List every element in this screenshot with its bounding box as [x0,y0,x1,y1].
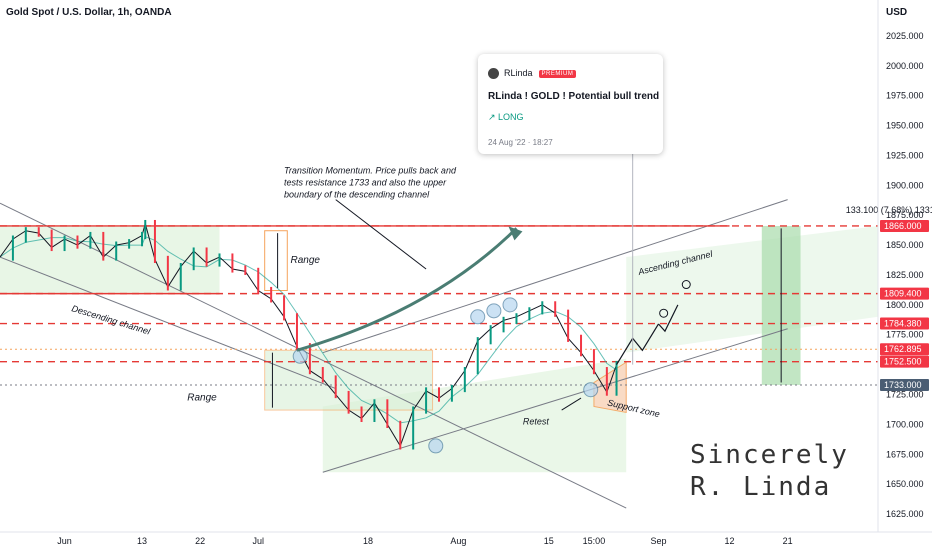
signature: Sincerely R. Linda [690,440,849,502]
descending-channel-upper [0,202,627,509]
y-tick-label: 2000.000 [886,61,924,71]
idea-date: 24 Aug '22 · 18:27 [488,138,553,147]
level-label: 1866.000 [884,221,922,231]
x-tick-label: 15:00 [583,536,606,546]
direction-label: LONG [498,112,524,122]
touch-point-marker [428,438,444,454]
level-label-bg [880,343,929,356]
momentum-arrow-head [508,226,523,241]
level-label: 1809.400 [884,289,922,299]
x-tick-label: Aug [450,536,466,546]
level-label: 1784.380 [884,319,922,329]
target-crosshair-icon [659,308,669,318]
x-tick-label: Sep [650,536,666,546]
signature-line-1: Sincerely [690,440,849,470]
x-tick-label: 22 [195,536,205,546]
projection-path-2 [658,304,679,333]
retest-pointer [561,397,582,411]
y-tick-label: 1800.000 [886,300,924,310]
channels-layer [0,199,788,509]
y-tick-label: 1975.000 [886,91,924,101]
idea-direction: ↗ LONG [488,112,524,123]
annotation-label: 133.100 (7.68%) 13310.0 [846,205,932,215]
y-tick-label: 1725.000 [886,390,924,400]
annotation-label: Transition Momentum. Price pulls back an… [284,165,457,175]
y-tick-label: 1925.000 [886,150,924,160]
x-tick-label: 21 [783,536,793,546]
touch-point-marker [502,297,518,313]
target-crosshair-icon [681,280,691,290]
y-tick-label: 1625.000 [886,509,924,519]
y-tick-label: 1650.000 [886,479,924,489]
idea-title[interactable]: RLinda ! GOLD ! Potential bull trend [488,91,660,102]
level-label-bg [880,378,929,391]
annotation-label: boundary of the descending channel [284,189,430,199]
annotation-label: tests resistance 1733 and also the upper [284,177,447,187]
descending-channel-lower [0,256,336,390]
idea-author[interactable]: RLinda PREMIUM [488,68,577,80]
level-label-bg [880,317,929,330]
touch-point-marker [486,303,502,319]
x-tick-label: 15 [544,536,554,546]
ascending-channel-upper [322,199,788,354]
y-tick-label: 1900.000 [886,180,924,190]
x-tick-label: 18 [363,536,373,546]
chart-title: Gold Spot / U.S. Dollar, 1h, OANDA [6,7,172,18]
annotation-label: Descending channel [70,303,152,337]
level-label-bg [880,287,929,300]
touch-point-marker [292,348,308,364]
y-tick-label: 1825.000 [886,270,924,280]
avatar [488,68,499,80]
x-tick-label: Jun [57,536,72,546]
momentum-arrow [296,227,518,352]
y-tick-label: 1675.000 [886,449,924,459]
x-tick-label: 12 [725,536,735,546]
marks-layer [271,65,782,454]
projection-path-1 [616,323,660,365]
upper-range-box [264,230,288,292]
time-axis: Jun 13 22 Jul 18 Aug 15 15:00 Sep 12 21 [57,536,792,546]
author-name: RLinda [504,68,533,78]
touch-point-marker [583,382,599,398]
price-axis: 1625.000 1650.000 1675.000 1700.000 1725.000… [880,31,929,519]
moving-average-line [0,236,617,424]
annotation-label: Range [291,255,321,266]
level-label: 1752.500 [884,357,922,367]
level-label-bg [880,219,929,232]
annotation-label: Range [187,392,217,403]
level-label: 1762.895 [884,344,922,354]
idea-card[interactable]: RLinda PREMIUM RLinda ! GOLD ! Potential … [478,54,663,154]
arrow-up-right-icon: ↗ [488,112,499,122]
level-label: 1733.000 [884,380,922,390]
y-tick-label: 1700.000 [886,419,924,429]
premium-badge: PREMIUM [538,69,577,78]
x-tick-label: 13 [137,536,147,546]
level-label-bg [880,355,929,368]
annotation-label: Retest [523,416,550,426]
annotation-pointer [335,199,427,270]
y-tick-label: 1850.000 [886,240,924,250]
touch-point-marker [470,309,486,325]
projection-zone [626,225,878,353]
x-tick-label: Jul [252,536,264,546]
y-tick-label: 1875.000 [886,210,924,220]
currency-label: USD [886,7,907,18]
y-tick-label: 2025.000 [886,31,924,41]
y-tick-label: 1775.000 [886,330,924,340]
signature-line-2: R. Linda [690,472,832,502]
y-tick-label: 1950.000 [886,121,924,131]
